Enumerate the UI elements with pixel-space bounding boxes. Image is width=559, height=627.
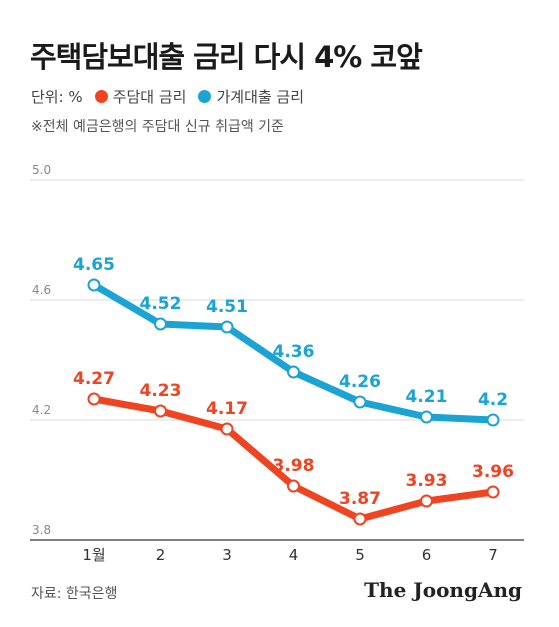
- legend-swatch-household: [198, 90, 212, 103]
- brand-logo: The JoongAng: [364, 578, 522, 602]
- data-point-0-5: [420, 410, 433, 424]
- x-tick-label-3: 4: [289, 546, 299, 564]
- chart-note: ※전체 예금은행의 주담대 신규 취급액 기준: [31, 119, 284, 135]
- data-point-1-1: [154, 404, 167, 418]
- x-tick-label-4: 5: [355, 546, 365, 564]
- y-tick-label-2: 4.6: [32, 283, 51, 297]
- data-point-0-3: [287, 365, 300, 379]
- data-label-1-6: 3.96: [472, 462, 514, 482]
- y-tick-label-0: 3.8: [32, 523, 51, 537]
- source-label: 자료: 한국은행: [31, 586, 118, 602]
- data-label-1-0: 4.27: [73, 369, 115, 389]
- data-point-1-4: [353, 512, 367, 526]
- x-tick-label-2: 3: [222, 546, 232, 564]
- chart-title: 주택담보대출 금리 다시 4% 코앞: [30, 40, 423, 74]
- legend: 단위: % 주담대 금리 가계대출 금리: [31, 86, 304, 107]
- data-label-0-4: 4.26: [339, 372, 381, 392]
- data-label-1-4: 3.87: [339, 489, 381, 509]
- data-label-0-0: 4.65: [73, 255, 115, 275]
- data-point-0-4: [353, 395, 367, 409]
- legend-swatch-mortgage: [94, 90, 108, 103]
- unit-label: 단위: %: [31, 88, 83, 106]
- x-tick-label-0: 1월: [82, 546, 105, 564]
- data-label-1-3: 3.98: [273, 456, 315, 476]
- y-tick-label-1: 4.2: [32, 403, 51, 417]
- data-point-0-2: [220, 320, 234, 334]
- x-tick-label-5: 6: [422, 546, 432, 564]
- x-tick-label-1: 2: [156, 546, 166, 564]
- data-point-1-0: [87, 392, 101, 406]
- legend-label-household: 가계대출 금리: [216, 88, 305, 106]
- data-point-1-5: [420, 494, 433, 508]
- data-label-1-1: 4.23: [140, 381, 182, 401]
- data-label-0-3: 4.36: [273, 342, 315, 362]
- y-tick-label-3: 5.0: [32, 163, 51, 177]
- data-point-1-6: [486, 485, 500, 499]
- data-label-1-2: 4.17: [206, 399, 248, 419]
- x-tick-label-6: 7: [488, 546, 498, 564]
- legend-label-mortgage: 주담대 금리: [112, 88, 187, 106]
- data-label-0-1: 4.52: [140, 294, 182, 314]
- data-label-0-6: 4.2: [478, 390, 508, 410]
- data-point-0-6: [486, 413, 500, 427]
- data-point-0-1: [154, 317, 167, 331]
- data-point-1-3: [287, 479, 300, 493]
- data-label-0-5: 4.21: [406, 387, 448, 407]
- data-point-1-2: [220, 422, 234, 436]
- data-label-0-2: 4.51: [206, 297, 248, 317]
- data-label-1-5: 3.93: [406, 471, 448, 491]
- data-point-0-0: [87, 278, 101, 292]
